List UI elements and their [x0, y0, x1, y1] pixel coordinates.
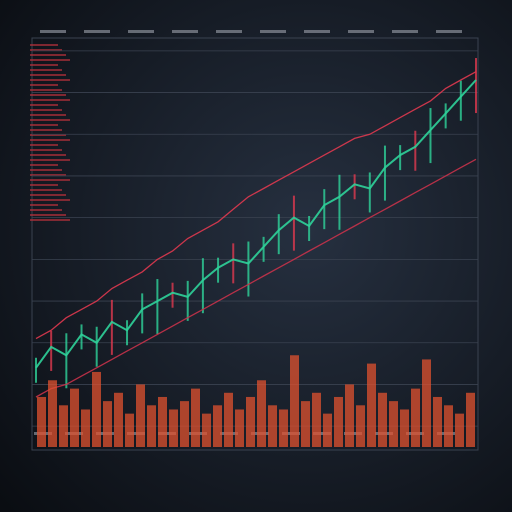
label-glyph	[30, 49, 62, 51]
label-glyph	[30, 194, 66, 196]
label-glyph	[30, 154, 66, 156]
label-glyph	[30, 189, 62, 191]
label-glyph	[30, 139, 70, 141]
volume-bar	[389, 401, 398, 447]
label-glyph	[348, 30, 374, 33]
label-glyph	[260, 30, 286, 33]
label-glyph	[30, 124, 58, 126]
label-glyph	[30, 104, 58, 106]
label-glyph	[30, 54, 66, 56]
series-line	[35, 79, 477, 369]
label-glyph	[30, 159, 70, 161]
label-glyph	[436, 30, 462, 33]
volume-bar	[455, 413, 464, 447]
volume-bar	[378, 392, 387, 447]
volume-bar	[125, 413, 134, 447]
label-glyph	[30, 164, 58, 166]
volume-bar	[202, 413, 211, 447]
volume-bar	[411, 388, 420, 447]
volume-bar	[466, 392, 475, 447]
label-glyph	[30, 149, 62, 151]
volume-bar	[213, 405, 222, 447]
label-glyph	[30, 134, 66, 136]
volume-bar	[158, 396, 167, 447]
label-glyph	[30, 174, 66, 176]
label-glyph	[30, 79, 70, 81]
volume-bar	[312, 392, 321, 447]
plot-area	[32, 50, 478, 447]
label-glyph	[128, 30, 154, 33]
series-line	[35, 158, 477, 398]
label-glyph	[30, 109, 62, 111]
volume-bar	[257, 380, 266, 447]
volume-bar	[235, 409, 244, 447]
label-glyph	[30, 99, 70, 101]
label-glyph	[30, 64, 58, 66]
volume-bar	[367, 363, 376, 447]
label-glyph	[30, 204, 58, 206]
label-glyph	[313, 432, 331, 435]
volume-bar	[290, 355, 299, 447]
label-glyph	[30, 74, 66, 76]
label-glyph	[30, 169, 62, 171]
volume-bar	[279, 409, 288, 447]
label-glyph	[30, 84, 58, 86]
label-glyph	[30, 69, 62, 71]
volume-bar	[400, 409, 409, 447]
volume-bar	[180, 401, 189, 447]
label-glyph	[172, 30, 198, 33]
label-glyph	[392, 30, 418, 33]
label-glyph	[30, 59, 70, 61]
volume-bar	[81, 409, 90, 447]
volume-bar	[356, 405, 365, 447]
volume-bar	[48, 380, 57, 447]
volume-bar	[224, 392, 233, 447]
volume-bar	[70, 388, 79, 447]
label-glyph	[304, 30, 330, 33]
volume-bar	[323, 413, 332, 447]
label-glyph	[216, 30, 242, 33]
volume-bar	[92, 371, 101, 447]
volume-bar	[147, 405, 156, 447]
label-glyph	[30, 209, 62, 211]
label-glyph	[84, 30, 110, 33]
label-glyph	[40, 30, 66, 33]
volume-bar	[103, 401, 112, 447]
label-glyph	[30, 114, 66, 116]
label-glyph	[30, 44, 58, 46]
series-line	[35, 71, 477, 340]
volume-bar	[433, 396, 442, 447]
label-glyph	[30, 94, 66, 96]
volume-bar	[59, 405, 68, 447]
volume-bar	[37, 396, 46, 447]
label-glyph	[30, 199, 70, 201]
label-glyph	[30, 119, 70, 121]
volume-bar	[444, 405, 453, 447]
plot-frame	[31, 37, 479, 451]
label-glyph	[30, 179, 70, 181]
volume-bar	[246, 396, 255, 447]
volume-bar	[191, 388, 200, 447]
label-glyph	[30, 129, 62, 131]
volume-bar	[114, 392, 123, 447]
label-glyph	[30, 219, 70, 221]
volume-bar	[334, 396, 343, 447]
label-glyph	[30, 214, 66, 216]
volume-bar	[422, 359, 431, 447]
volume-bar	[169, 409, 178, 447]
label-glyph	[30, 89, 62, 91]
volume-bar	[268, 405, 277, 447]
label-glyph	[30, 144, 58, 146]
label-glyph	[30, 184, 58, 186]
volume-bar	[136, 384, 145, 447]
volume-bar	[345, 384, 354, 447]
volume-bar	[301, 401, 310, 447]
